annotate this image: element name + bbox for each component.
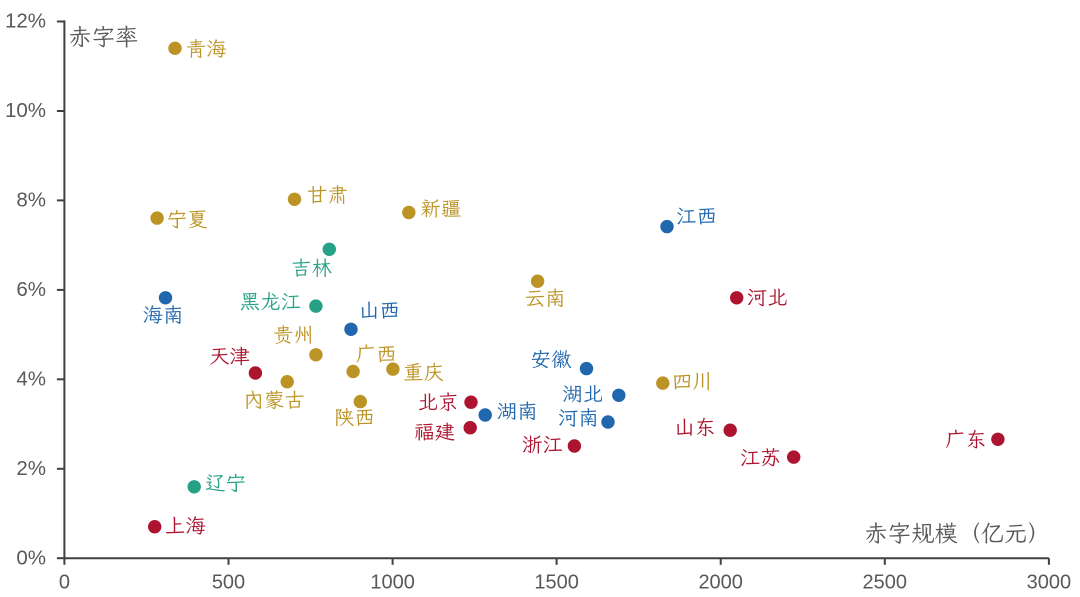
svg-text:2%: 2%	[16, 457, 46, 480]
svg-text:8%: 8%	[16, 189, 46, 212]
svg-text:4%: 4%	[16, 368, 46, 391]
svg-text:3000: 3000	[1027, 572, 1072, 594]
svg-text:1000: 1000	[370, 572, 415, 594]
svg-text:2000: 2000	[698, 572, 743, 594]
svg-text:6%: 6%	[16, 278, 46, 301]
svg-text:2500: 2500	[863, 572, 908, 594]
svg-text:10%: 10%	[5, 99, 46, 122]
svg-text:0: 0	[59, 572, 70, 594]
svg-text:1500: 1500	[534, 572, 579, 594]
svg-text:12%: 12%	[5, 10, 46, 33]
svg-text:500: 500	[212, 572, 245, 594]
svg-text:0%: 0%	[16, 546, 46, 569]
